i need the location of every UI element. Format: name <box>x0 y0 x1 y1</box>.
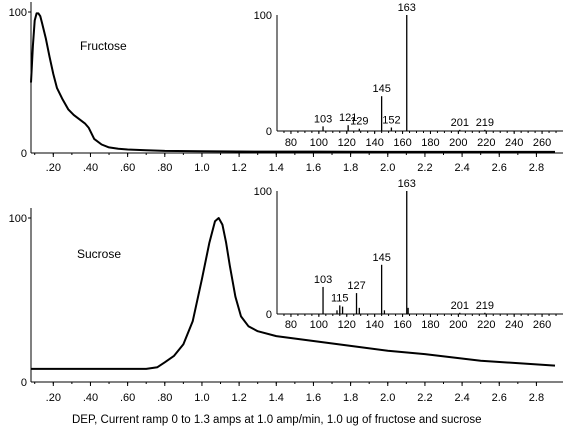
spectrum-peak-label: 145 <box>372 83 390 95</box>
x-tick-label: .60 <box>120 162 135 174</box>
x-tick-label: 1.2 <box>231 392 246 404</box>
ion-current-trace <box>30 12 555 153</box>
inset-x-tick-label: 160 <box>393 137 411 149</box>
x-tick-label: .40 <box>83 392 98 404</box>
x-tick-label: 1.0 <box>194 162 209 174</box>
inset-x-tick-label: 220 <box>477 137 495 149</box>
inset-x-tick-label: 240 <box>505 319 523 331</box>
inset-x-tick-label: 240 <box>505 137 523 149</box>
x-tick-label: .80 <box>157 162 172 174</box>
x-tick-label: 2.6 <box>492 162 507 174</box>
inset-x-tick-label: 200 <box>449 319 467 331</box>
compound-label: Fructose <box>80 39 127 53</box>
x-tick-label: 2.4 <box>454 162 469 174</box>
y-tick-label-max: 100 <box>9 213 27 225</box>
sucrose-panel: 100 0 .20 .40 .60 .80 1.0 1.2 1.4 1.6 1.8 2.0 2.2 2.4… <box>9 178 563 404</box>
spectrum-peak-label: 163 <box>398 178 416 190</box>
inset-y-tick-label-min: 0 <box>266 126 272 138</box>
x-tick-label: .20 <box>46 162 61 174</box>
spectrum-peak-label: 121 <box>339 112 357 124</box>
spectrum-peak-label: 201 <box>451 117 469 129</box>
spectrum-peak-label: 163 <box>398 2 416 14</box>
x-tick-label: 1.0 <box>194 392 209 404</box>
spectrum-peak-label: 129 <box>350 116 368 128</box>
x-tick-label: 1.8 <box>343 162 358 174</box>
inset-x-tick-label: 80 <box>285 137 297 149</box>
x-tick-label: .20 <box>46 392 61 404</box>
inset-x-tick-label: 220 <box>477 319 495 331</box>
spectrum-peak-label: 219 <box>476 117 494 129</box>
inset-x-tick-label: 140 <box>365 319 383 331</box>
fructose-panel: 100 0 .20 .40 .60 .80 1.0 1.2 1.4 1.6 1.8 2.0 2.2 2.4… <box>9 2 563 174</box>
inset-x-tick-label: 160 <box>393 319 411 331</box>
x-tick-label: 1.4 <box>269 162 284 174</box>
inset-x-tick-label: 180 <box>421 319 439 331</box>
figure-caption: DEP, Current ramp 0 to 1.3 amps at 1.0 a… <box>72 414 482 426</box>
inset-x-tick-label: 120 <box>338 137 356 149</box>
x-tick-label: .60 <box>120 392 135 404</box>
mass-spectrum-inset: 1000801001201401601802002202402602103115… <box>254 178 563 331</box>
inset-x-tick-label: 200 <box>449 137 467 149</box>
x-tick-label: 1.8 <box>343 392 358 404</box>
x-tick-label: 2.4 <box>454 392 469 404</box>
x-tick-label: 2.2 <box>417 162 432 174</box>
x-tick-label: 2.8 <box>529 392 544 404</box>
spectrum-peak-label: 219 <box>476 300 494 312</box>
x-tick-label: 2.8 <box>529 162 544 174</box>
inset-y-tick-label-max: 100 <box>254 10 272 22</box>
spectrum-peak-label: 127 <box>347 280 365 292</box>
x-tick-label: 2.6 <box>492 392 507 404</box>
x-tick-label: 1.6 <box>306 392 321 404</box>
x-tick-label: 2.0 <box>380 392 395 404</box>
compound-label: Sucrose <box>77 247 121 261</box>
inset-x-tick-label: 120 <box>338 319 356 331</box>
inset-x-tick-label: 80 <box>285 319 297 331</box>
y-tick-label-min: 0 <box>21 377 27 389</box>
x-tick-label: 2.0 <box>380 162 395 174</box>
ion-current-trace <box>31 217 556 370</box>
y-tick-label-min: 0 <box>21 148 27 160</box>
inset-x-tick-label: 100 <box>310 137 328 149</box>
x-tick-label: .80 <box>157 392 172 404</box>
y-tick-label-max: 100 <box>9 7 27 19</box>
x-tick-label: 1.6 <box>306 162 321 174</box>
inset-x-tick-label: 180 <box>421 137 439 149</box>
x-tick-label: .40 <box>83 162 98 174</box>
inset-y-tick-label-max: 100 <box>254 186 272 198</box>
inset-y-tick-label-min: 0 <box>266 309 272 321</box>
spectrum-peak-label: 152 <box>382 115 400 127</box>
inset-x-tick-label: 140 <box>365 137 383 149</box>
spectrum-peak-label: 103 <box>314 113 332 125</box>
spectrum-peak-label: 115 <box>331 292 349 304</box>
mass-spectrum-inset: 1000801001201401601802002202402602103121… <box>254 2 563 149</box>
x-tick-label: 2.2 <box>417 392 432 404</box>
spectrum-peak-label: 201 <box>451 300 469 312</box>
inset-x-tick-label: 260 <box>533 137 551 149</box>
spectrum-peak-label: 103 <box>314 274 332 286</box>
spectrum-peak-label: 145 <box>372 252 390 264</box>
x-tick-label: 1.4 <box>269 392 284 404</box>
inset-x-tick-label: 100 <box>310 319 328 331</box>
x-tick-label: 1.2 <box>231 162 246 174</box>
inset-x-tick-label: 260 <box>533 319 551 331</box>
